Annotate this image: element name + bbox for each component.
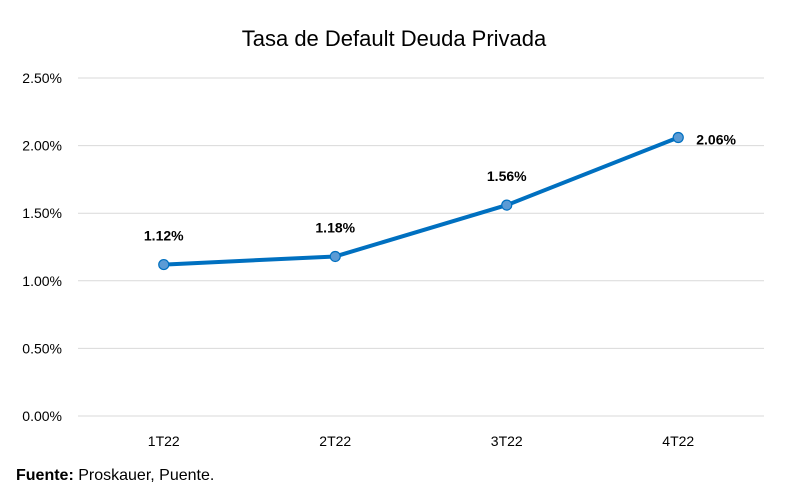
y-tick-label: 1.50% [22,205,62,221]
y-tick-label: 1.00% [22,273,62,289]
data-point [501,199,513,211]
x-tick-label: 2T22 [319,433,351,449]
x-tick-label: 4T22 [662,433,694,449]
source-label: Fuente: [16,467,74,484]
data-label: 2.06% [696,131,736,147]
x-tick-label: 1T22 [148,433,180,449]
x-axis: 1T22 2T22 3T22 4T22 [148,433,695,449]
data-labels: 1.12% 1.18% 1.56% 2.06% [144,131,737,243]
data-point [329,250,341,263]
markers [158,131,684,271]
y-tick-label: 2.00% [22,138,62,154]
data-label: 1.18% [315,219,355,235]
grid [78,77,764,417]
data-label: 1.56% [487,168,527,184]
y-tick-label: 0.00% [22,408,62,424]
source-text: Proskauer, Puente. [73,467,215,484]
data-point [158,258,170,271]
data-point [672,131,684,144]
chart-title: Tasa de Default Deuda Privada [242,26,547,51]
source-note: Fuente: Proskauer, Puente. [16,467,214,485]
series-line [161,135,681,267]
y-tick-label: 2.50% [22,70,62,86]
x-tick-label: 3T22 [491,433,523,449]
data-label: 1.12% [144,228,184,244]
y-tick-label: 0.50% [22,340,62,356]
y-axis: 0.00% 0.50% 1.00% 1.50% 2.00% 2.50% [22,70,62,424]
